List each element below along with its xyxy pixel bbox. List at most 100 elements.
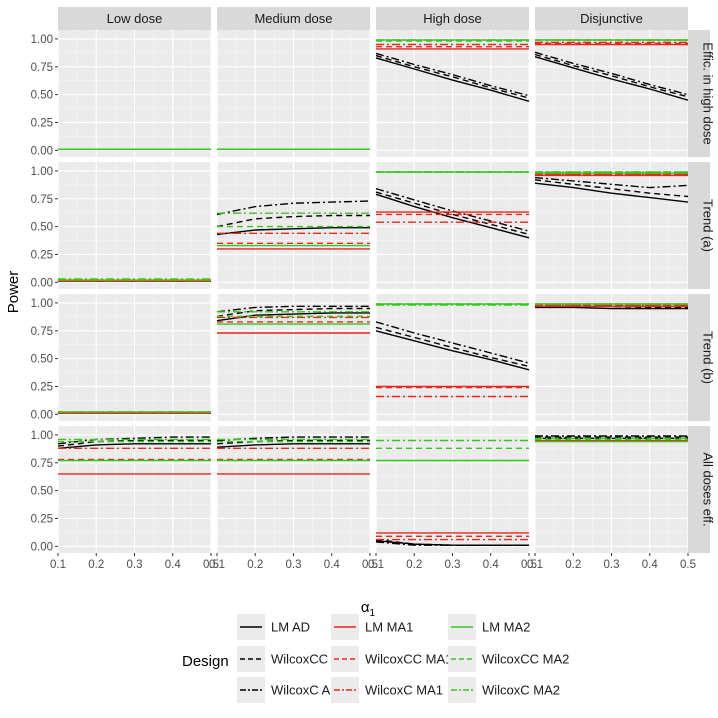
series-line-lm-ad xyxy=(216,226,370,236)
panel-trend-a-high-dose xyxy=(375,162,530,289)
column-label-disjunctive: Disjunctive xyxy=(580,11,643,26)
legend-label: WilcoxC MA1 xyxy=(365,683,443,698)
panel-trend-b-disjunctive xyxy=(534,294,689,421)
panel-effic-in-high-dose-low-dose xyxy=(57,30,212,157)
x-tick-label: 0.4 xyxy=(324,559,341,571)
series-line-wilcoxc-ad xyxy=(375,541,529,546)
y-tick-label: 1.00 xyxy=(31,166,53,178)
x-tick-label: 0.3 xyxy=(127,559,143,571)
x-tick-label: 0.3 xyxy=(445,559,461,571)
axes: 0.00 0.25 0.50 0.75 1.00 0.00 0.25 0.50 0.75 1.00… xyxy=(31,34,696,571)
series-line-wilcoxc-ad xyxy=(216,200,371,216)
legend-item-wilcoxcc-ma2: WilcoxCC MA2 xyxy=(448,646,569,672)
row-strip-all-doses-eff xyxy=(688,426,710,553)
legend-label: WilcoxC AD xyxy=(271,683,340,698)
x-tick-label: 0.4 xyxy=(483,559,500,571)
series-line-lm-ad xyxy=(375,330,530,371)
y-tick-label: 0.75 xyxy=(31,62,53,74)
panel-all-doses-eff-medium-dose xyxy=(216,426,371,553)
x-tick-label: 0.3 xyxy=(286,559,302,571)
y-tick-label: 0.00 xyxy=(31,409,53,421)
x-axis-title-main: α xyxy=(361,599,370,616)
row-label-all-doses-eff: All doses eff. xyxy=(701,452,716,526)
x-tick-label: 0.5 xyxy=(680,559,696,571)
series-line-lm-ad xyxy=(535,306,688,310)
y-tick-label: 0.00 xyxy=(31,541,53,553)
legend-item-wilcoxcc-ad: WilcoxCC AD xyxy=(237,646,349,672)
y-tick-label: 0.25 xyxy=(31,249,53,261)
legend-item-wilcoxcc-ma1: WilcoxCC MA1 xyxy=(331,646,452,672)
column-strip-medium-dose xyxy=(217,7,370,30)
series-line-wilcoxcc-ad xyxy=(375,191,530,236)
x-tick-label: 0.1 xyxy=(209,559,225,571)
column-label-low-dose: Low dose xyxy=(107,11,163,26)
series-line-wilcoxcc-ad xyxy=(375,54,530,99)
legend-item-wilcoxc-ma1: WilcoxC MA1 xyxy=(331,677,443,703)
y-tick-label: 0.50 xyxy=(31,486,53,498)
legend: Design LM AD WilcoxCC AD WilcoxC AD LM MA1 Wi… xyxy=(182,614,569,703)
series-line-wilcoxcc-ad xyxy=(216,439,370,445)
x-axis-title: α1 xyxy=(361,599,376,619)
panel-trend-b-medium-dose xyxy=(216,294,371,421)
x-tick-label: 0.2 xyxy=(247,559,263,571)
legend-item-lm-ad: LM AD xyxy=(237,614,310,640)
x-tick-label: 0.1 xyxy=(50,559,66,571)
series-line-wilcoxc-ad xyxy=(216,305,370,313)
x-tick-label: 0.3 xyxy=(604,559,620,571)
series-line-lm-ad xyxy=(375,57,530,102)
legend-title: Design xyxy=(182,653,229,670)
legend-label: WilcoxCC AD xyxy=(271,652,349,667)
panel-all-doses-eff-high-dose xyxy=(375,426,530,553)
y-tick-label: 1.00 xyxy=(31,298,53,310)
y-tick-label: 1.00 xyxy=(31,34,53,46)
legend-item-wilcoxc-ad: WilcoxC AD xyxy=(237,677,340,703)
y-axis-title: Power xyxy=(5,271,22,314)
x-axis-title-subscript: 1 xyxy=(370,608,376,619)
series-line-wilcoxc-ad xyxy=(375,188,530,232)
series-line-wilcoxc-ad xyxy=(534,51,689,96)
y-tick-label: 0.75 xyxy=(31,326,53,338)
series-line-wilcoxcc-ad xyxy=(57,439,211,447)
series-line-wilcoxc-ad xyxy=(57,436,211,445)
x-tick-label: 0.5 xyxy=(203,559,219,571)
y-tick-label: 0.50 xyxy=(31,222,53,234)
series-line-wilcoxc-ad xyxy=(375,321,530,364)
series-line-lm-ad xyxy=(57,443,211,449)
panel-trend-a-disjunctive xyxy=(534,162,689,289)
legend-label: WilcoxCC MA2 xyxy=(482,652,569,667)
panel-all-doses-eff-low-dose xyxy=(57,426,212,553)
panel-effic-in-high-dose-medium-dose xyxy=(216,30,371,157)
column-label-medium-dose: Medium dose xyxy=(254,11,332,26)
series-line-wilcoxc-ad xyxy=(534,176,689,189)
x-tick-label: 0.4 xyxy=(642,559,659,571)
panel-effic-in-high-dose-disjunctive xyxy=(534,30,689,157)
series-line-wilcoxcc-ad xyxy=(534,179,689,198)
column-strip-disjunctive xyxy=(535,7,688,30)
strip-labels: Low dose Medium dose High dose Disjunctive E… xyxy=(58,7,716,553)
y-tick-label: 0.75 xyxy=(31,194,53,206)
series-line-lm-ad xyxy=(216,312,370,322)
panel-trend-a-low-dose xyxy=(57,162,212,289)
x-tick-label: 0.2 xyxy=(565,559,581,571)
series-line-lm-ad xyxy=(375,193,530,239)
panels-layer xyxy=(57,30,689,553)
y-tick-label: 0.75 xyxy=(31,458,53,470)
x-tick-label: 0.4 xyxy=(165,559,182,571)
legend-label: LM AD xyxy=(271,620,310,635)
x-tick-label: 0.2 xyxy=(406,559,422,571)
x-tick-label: 0.1 xyxy=(368,559,384,571)
column-strip-high-dose xyxy=(376,7,529,30)
y-tick-label: 0.50 xyxy=(31,90,53,102)
panel-all-doses-eff-disjunctive xyxy=(534,426,689,553)
y-tick-label: 0.00 xyxy=(31,145,53,157)
series-line-wilcoxcc-ad xyxy=(534,53,689,98)
series-line-wilcoxcc-ad xyxy=(375,538,529,546)
panel-effic-in-high-dose-high-dose xyxy=(375,30,530,157)
series-line-lm-ad xyxy=(216,443,370,448)
legend-label: LM MA2 xyxy=(482,620,530,635)
series-line-wilcoxcc-ad xyxy=(375,326,530,368)
series-line-lm-ad xyxy=(534,56,689,101)
row-strip-trend-b xyxy=(688,294,710,421)
series-line-wilcoxc-ad xyxy=(216,436,370,442)
